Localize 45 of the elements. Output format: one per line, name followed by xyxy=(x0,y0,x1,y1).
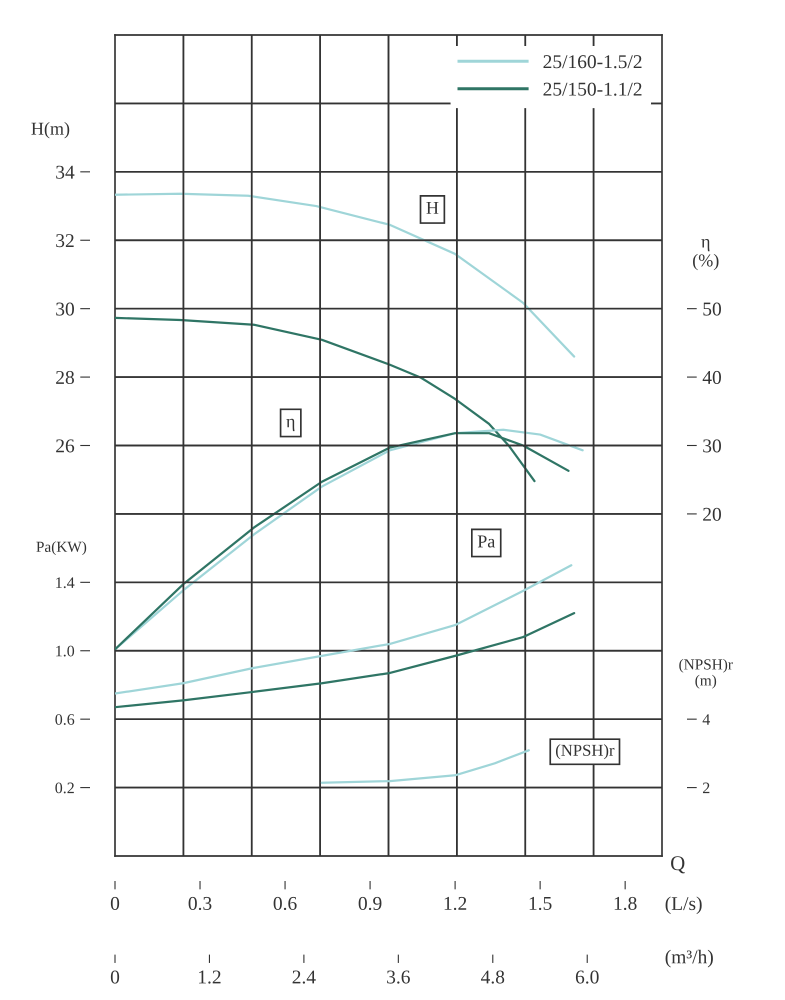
y-axis-title: H(m) xyxy=(31,122,70,138)
y2-axis-title: η (%) xyxy=(693,238,718,270)
line-series xyxy=(320,749,530,784)
x-tick-label: 1.2 xyxy=(444,896,466,910)
y-tick-label: 30 xyxy=(56,302,74,316)
y-tick-label: 28 xyxy=(56,370,74,384)
x-tick-label: 0 xyxy=(110,896,120,910)
annotation: η xyxy=(286,418,294,432)
y2-tick-label: 50 xyxy=(703,302,721,316)
x-tick-label: 0.9 xyxy=(358,896,382,910)
y2-tick-label: 4 xyxy=(702,714,710,725)
x2-axis-title: (m³/h) xyxy=(666,950,713,968)
y-tick-label: 34 xyxy=(56,166,74,179)
legend-label: 25/160-1.5/2 xyxy=(543,55,642,68)
y-tick-label: 0.6 xyxy=(55,714,74,725)
x2-tick-label: 4.8 xyxy=(481,970,504,984)
y2-tick-label: 2 xyxy=(702,782,710,794)
x-tick-label: 0.3 xyxy=(188,896,212,910)
line-series xyxy=(115,192,576,358)
x2-tick-label: 0 xyxy=(110,970,120,984)
x-tick-label: 1.5 xyxy=(530,896,552,910)
annotation: Pa xyxy=(478,536,496,548)
y-axis-title: Pa(KW) xyxy=(36,541,86,556)
text: Q xyxy=(671,856,685,874)
y2-tick-label: 30 xyxy=(703,439,721,452)
y-tick-label: 26 xyxy=(56,439,74,452)
x-tick-label: 0.6 xyxy=(274,896,297,910)
y2-tick-label: 40 xyxy=(702,370,721,384)
y-tick-label: 0.2 xyxy=(55,782,74,794)
line-series xyxy=(115,612,576,708)
y-tick-label: 1.0 xyxy=(56,646,74,657)
x-axis-title: (L/s) xyxy=(666,896,702,914)
x-tick-label: 1.8 xyxy=(614,896,637,910)
x2-tick-label: 2.4 xyxy=(292,970,316,984)
y2-tick-label: 20 xyxy=(703,508,721,521)
line-series xyxy=(115,564,572,695)
legend-label: 25/150-1.1/2 xyxy=(543,82,642,96)
y-tick-label: 32 xyxy=(56,234,74,248)
y-tick-label: 1.4 xyxy=(56,577,74,588)
annotation: (NPSH)r xyxy=(556,744,614,760)
x2-tick-label: 6.0 xyxy=(576,970,599,984)
x2-tick-label: 3.6 xyxy=(387,970,410,984)
y2-axis-title: (NPSH)r (m) xyxy=(679,658,733,689)
annotation: H xyxy=(426,202,438,214)
x2-tick-label: 1.2 xyxy=(199,970,221,984)
